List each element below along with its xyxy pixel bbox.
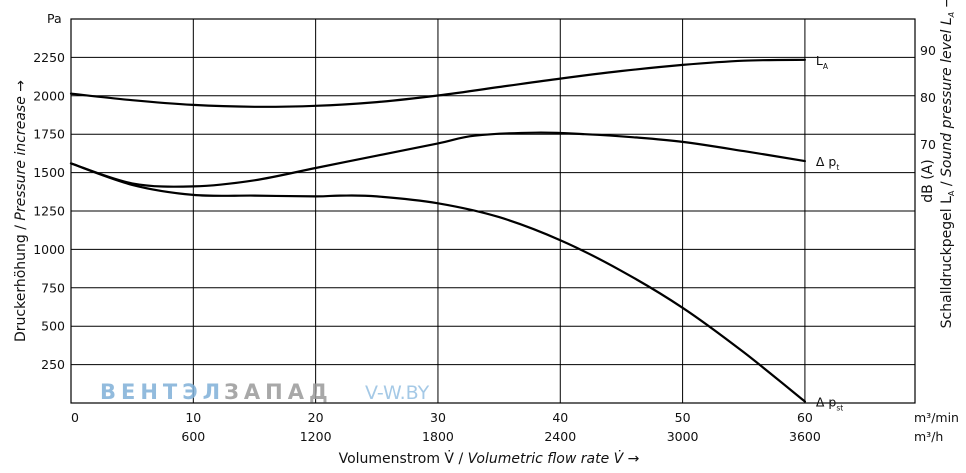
y-left-tick-label: 750 [41, 280, 65, 295]
x-tick-label: 10 [185, 410, 201, 425]
y-right-axis-title: Schalldruckpegel LA / Sound pressure lev… [939, 0, 956, 328]
series-line-2 [69, 162, 806, 403]
y-right-title-de: Schalldruckpegel L [939, 196, 955, 328]
grid [70, 18, 916, 404]
y-left-tick-label: 250 [41, 357, 65, 372]
y-left-tick-label: 1500 [33, 165, 65, 180]
x-tick-label: 40 [552, 410, 568, 425]
watermark-part3: V-W.BY [365, 382, 430, 404]
y-right-title-sub: A [947, 190, 956, 196]
series-label-main: Δ p [816, 394, 837, 409]
y-left-unit: Pa [47, 11, 62, 26]
series-label-sub: A [823, 62, 829, 71]
y-right-title-en-sub: A [947, 12, 956, 18]
x-secondary-tick-label: 3000 [667, 429, 699, 444]
y-left-title-en: Pressure increase → [13, 80, 29, 221]
x-tick-label: 60 [797, 410, 813, 425]
x-secondary-tick-label: 3600 [789, 429, 821, 444]
y-right-title-en: Sound pressure level L [939, 17, 955, 177]
x-unit-secondary: m³/h [914, 429, 943, 444]
y-right-title-sep: / [939, 177, 955, 191]
series-label-sub: st [836, 403, 843, 412]
y-left-tick-label: 2000 [33, 88, 65, 103]
x-axis-title-en: Volumetric flow rate V̇ → [468, 450, 640, 467]
x-unit-primary: m³/min [914, 410, 959, 425]
series-label-1: Δ pt [816, 154, 839, 172]
series-label-main: L [816, 53, 823, 68]
x-tick-label: 20 [308, 410, 324, 425]
x-secondary-tick-label: 1200 [300, 429, 332, 444]
x-tick-label: 30 [430, 410, 446, 425]
y-left-tick-label: 1000 [33, 242, 65, 257]
series-label-sub: t [836, 163, 839, 172]
x-axis-title-de: Volumenstrom V̇ / [339, 450, 468, 467]
series-label-0: LA [816, 53, 829, 71]
y-left-title-de: Druckerhöhung / [13, 221, 29, 342]
watermark-part1: ВЕНТЭЛ [100, 380, 225, 404]
watermark-part2: ЗАПАД [224, 380, 333, 404]
series-label-2: Δ pst [816, 394, 843, 412]
x-tick-label: 0 [71, 410, 79, 425]
series-label-main: Δ p [816, 154, 837, 169]
y-right-unit-title: dB (A) [920, 159, 936, 202]
x-tick-label: 50 [675, 410, 691, 425]
x-secondary-tick-label: 600 [181, 429, 205, 444]
y-right-title-arrow: → [939, 0, 955, 12]
y-left-tick-label: 1250 [33, 204, 65, 219]
y-left-tick-label: 2250 [33, 50, 65, 65]
curves [69, 58, 806, 403]
y-right-tick-label: 90 [920, 43, 936, 58]
series-line-1 [69, 131, 806, 188]
labels: 250 500 750 1000 1250 1500 1750 2000 2250 0 10 20 30… [13, 0, 959, 467]
y-right-tick-label: 70 [920, 137, 936, 152]
y-right-tick-label: 80 [920, 90, 936, 105]
y-left-tick-label: 1750 [33, 127, 65, 142]
x-axis-title: Volumenstrom V̇ / Volumetric flow rate V… [339, 450, 640, 467]
y-left-tick-label: 500 [41, 319, 65, 334]
y-left-axis-title: Druckerhöhung / Pressure increase → [13, 80, 29, 342]
series-line-0 [69, 58, 806, 108]
x-secondary-tick-label: 1800 [422, 429, 454, 444]
x-secondary-tick-label: 2400 [544, 429, 576, 444]
